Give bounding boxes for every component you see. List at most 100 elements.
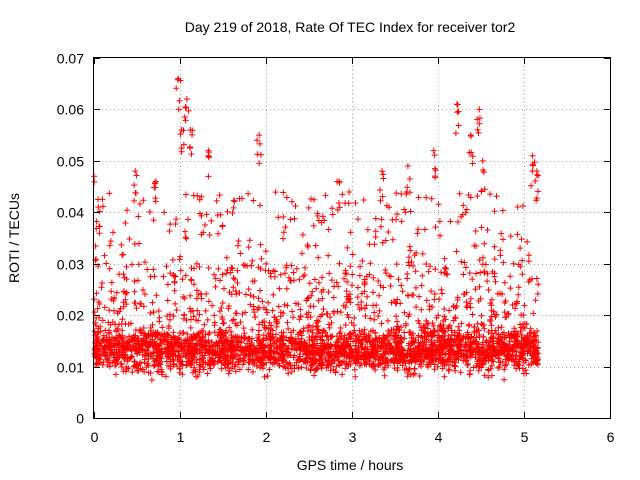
data-point — [311, 276, 318, 283]
data-point — [445, 325, 452, 332]
data-point — [297, 328, 304, 335]
data-point — [182, 272, 189, 279]
data-point — [282, 364, 289, 371]
data-point — [327, 348, 334, 355]
data-point — [509, 347, 516, 354]
data-point — [182, 353, 189, 360]
data-point — [96, 355, 103, 362]
data-point — [513, 300, 520, 307]
data-point — [330, 294, 337, 301]
data-point — [174, 76, 181, 83]
data-point — [333, 279, 340, 286]
data-point — [143, 338, 150, 345]
data-point — [392, 344, 399, 351]
data-point — [489, 337, 496, 344]
data-point — [247, 301, 254, 308]
data-point — [294, 357, 301, 364]
data-point — [438, 286, 445, 293]
data-point — [218, 337, 225, 344]
data-point — [457, 336, 464, 343]
data-point — [215, 230, 222, 237]
data-point — [134, 367, 141, 374]
data-point — [436, 355, 443, 362]
data-point — [93, 218, 100, 225]
data-point — [502, 362, 509, 369]
data-point — [485, 343, 492, 350]
data-point — [350, 329, 357, 336]
data-point — [260, 360, 267, 367]
data-point — [238, 334, 245, 341]
data-point — [162, 373, 169, 380]
data-point — [220, 319, 227, 326]
data-point — [269, 307, 276, 314]
data-point — [178, 358, 185, 365]
data-point — [381, 340, 388, 347]
data-point — [106, 190, 113, 197]
data-point — [415, 346, 422, 353]
data-point — [501, 366, 508, 373]
data-point — [370, 361, 377, 368]
data-point — [169, 351, 176, 358]
data-point — [209, 302, 216, 309]
data-point — [278, 347, 285, 354]
data-point — [133, 350, 140, 357]
data-point — [382, 350, 389, 357]
data-point — [497, 247, 504, 254]
data-point — [309, 288, 316, 295]
data-point — [405, 313, 412, 320]
data-point — [487, 300, 494, 307]
data-point — [464, 329, 471, 336]
data-point — [290, 269, 297, 276]
data-point — [112, 340, 119, 347]
data-point — [202, 307, 209, 314]
data-point — [468, 333, 475, 340]
data-point — [480, 169, 487, 176]
data-point — [394, 211, 401, 218]
data-point — [319, 362, 326, 369]
data-point — [147, 370, 154, 377]
data-point — [177, 342, 184, 349]
data-point — [347, 299, 354, 306]
data-point — [523, 335, 530, 342]
data-point — [476, 106, 483, 113]
data-point — [256, 321, 263, 328]
data-point — [193, 373, 200, 380]
data-point — [296, 276, 303, 283]
data-point — [212, 275, 219, 282]
data-point — [406, 175, 413, 182]
data-point — [234, 242, 241, 249]
data-point — [178, 361, 185, 368]
data-point — [355, 356, 362, 363]
data-point — [209, 348, 216, 355]
data-point — [363, 302, 370, 309]
data-point — [448, 336, 455, 343]
data-point — [394, 323, 401, 330]
data-point — [167, 270, 174, 277]
data-point — [157, 361, 164, 368]
data-point — [218, 304, 225, 311]
data-point — [100, 359, 107, 366]
data-point — [506, 353, 513, 360]
data-point — [277, 271, 284, 278]
y-tick-label: 0.06 — [57, 102, 84, 118]
data-point — [345, 296, 352, 303]
data-point — [510, 331, 517, 338]
data-point — [439, 290, 446, 297]
data-point — [110, 307, 117, 314]
data-point — [315, 254, 322, 261]
data-point — [249, 368, 256, 375]
data-point — [270, 334, 277, 341]
data-point — [287, 362, 294, 369]
data-point — [176, 352, 183, 359]
data-point — [328, 277, 335, 284]
data-point — [234, 267, 241, 274]
data-point — [357, 340, 364, 347]
data-point — [500, 329, 507, 336]
data-point — [344, 244, 351, 251]
data-point — [431, 165, 438, 172]
data-point — [169, 256, 176, 263]
data-point — [287, 216, 294, 223]
data-point — [359, 258, 366, 265]
data-point — [467, 194, 474, 201]
data-point — [236, 366, 243, 373]
